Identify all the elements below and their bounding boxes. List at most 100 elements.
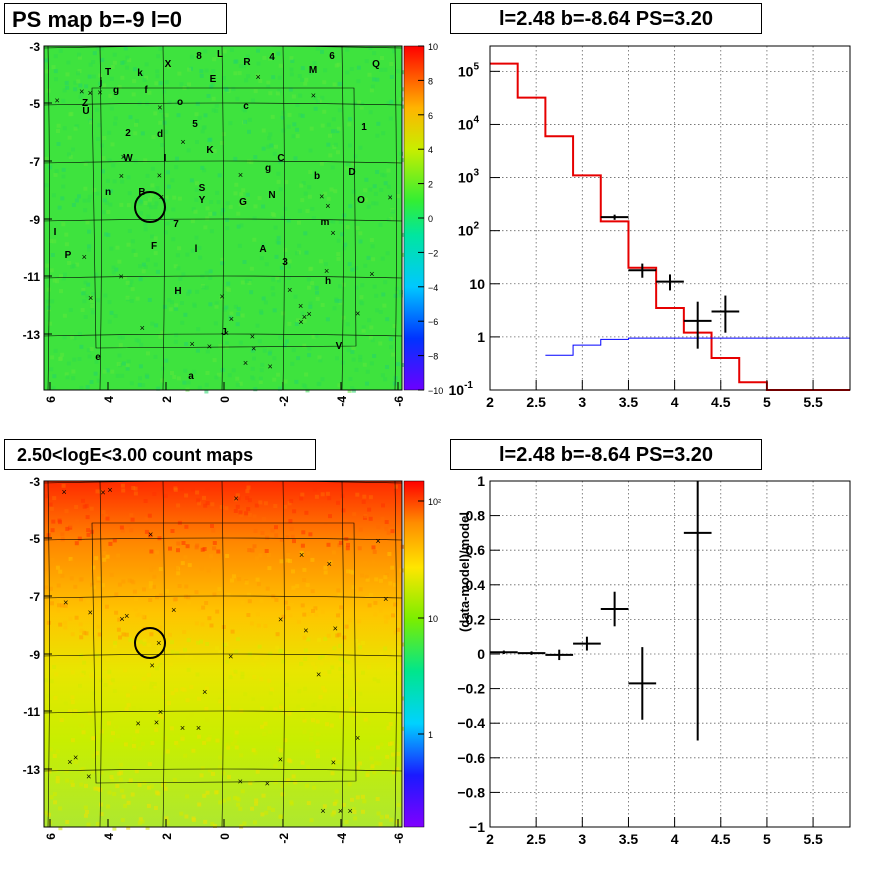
noise-pixel [100,583,105,588]
noise-pixel [396,627,401,632]
noise-pixel [334,789,339,794]
noise-pixel [103,514,108,519]
noise-pixel [137,382,142,387]
noise-pixel [74,615,79,620]
noise-pixel [56,142,61,146]
noise-pixel [369,88,374,93]
noise-pixel [338,540,343,545]
noise-pixel [148,581,153,586]
noise-pixel [254,556,259,561]
noise-pixel [258,376,263,381]
x-tick-label: 4.5 [711,394,731,410]
noise-pixel [263,624,268,628]
noise-pixel [272,377,277,382]
noise-pixel [126,359,131,364]
noise-pixel [117,335,122,340]
noise-pixel [259,599,264,604]
source-label: 1 [361,122,367,133]
noise-pixel [196,327,201,332]
source-label: R [243,57,251,68]
noise-pixel [264,810,269,815]
noise-pixel [358,645,363,650]
noise-pixel [170,640,174,645]
noise-pixel [240,313,245,318]
noise-pixel [322,804,327,809]
noise-pixel [325,317,330,322]
noise-pixel [58,826,63,831]
noise-pixel [336,126,341,131]
noise-pixel [376,811,381,816]
noise-pixel [341,282,346,287]
noise-pixel [242,202,247,207]
noise-pixel [174,165,179,170]
noise-pixel [245,496,250,500]
noise-pixel [229,311,234,316]
y-tick-label: −0.4 [457,715,485,731]
noise-pixel [108,189,113,194]
noise-pixel [332,646,337,651]
noise-pixel [61,98,66,103]
noise-pixel [168,546,172,551]
noise-pixel [216,549,221,554]
noise-pixel [125,363,130,368]
noise-pixel [129,528,134,533]
noise-pixel [191,818,196,822]
noise-pixel [173,264,178,269]
y-tick-label: 0.8 [466,508,486,524]
noise-pixel [266,80,271,85]
colorbar-label: 10 [428,42,438,52]
noise-pixel [135,729,140,734]
noise-pixel [370,711,375,716]
noise-pixel [276,240,281,245]
noise-pixel [312,487,317,492]
spectrum-series-line [490,62,850,391]
noise-pixel [140,72,144,77]
noise-pixel [133,159,138,164]
grid-meridian [394,480,397,828]
noise-pixel [65,820,70,824]
noise-pixel [184,493,189,498]
noise-pixel [177,246,182,251]
noise-pixel [252,675,257,680]
noise-pixel [203,225,208,230]
noise-pixel [45,494,50,499]
noise-pixel [281,765,286,770]
noise-pixel [114,592,119,597]
source-marker: × [157,103,162,113]
grid-parallel [43,160,403,164]
noise-pixel [397,658,402,663]
noise-pixel [369,746,374,751]
noise-pixel [208,735,212,740]
source-marker: × [86,771,91,781]
noise-pixel [294,322,299,326]
noise-pixel [320,609,325,614]
noise-pixel [278,63,283,68]
noise-pixel [55,779,60,784]
noise-pixel [109,106,114,111]
noise-pixel [211,528,216,533]
noise-pixel [74,541,79,546]
noise-pixel [44,560,49,565]
noise-pixel [187,289,192,294]
noise-pixel [125,366,130,371]
noise-pixel [363,514,368,518]
noise-pixel [177,196,182,201]
noise-pixel [118,635,122,640]
ps-target-circle [134,191,166,223]
noise-pixel [117,353,122,358]
noise-pixel [85,515,90,520]
noise-pixel [197,607,202,612]
noise-pixel [127,191,132,196]
noise-pixel [161,782,166,787]
grid-parallel [43,333,403,337]
noise-pixel [73,80,78,85]
noise-pixel [313,106,318,111]
noise-pixel [116,627,121,632]
noise-pixel [278,335,283,340]
noise-pixel [271,75,276,80]
noise-pixel [192,302,197,307]
noise-pixel [373,612,378,617]
noise-pixel [368,110,373,115]
noise-pixel [312,61,317,66]
source-label: H [174,286,181,297]
